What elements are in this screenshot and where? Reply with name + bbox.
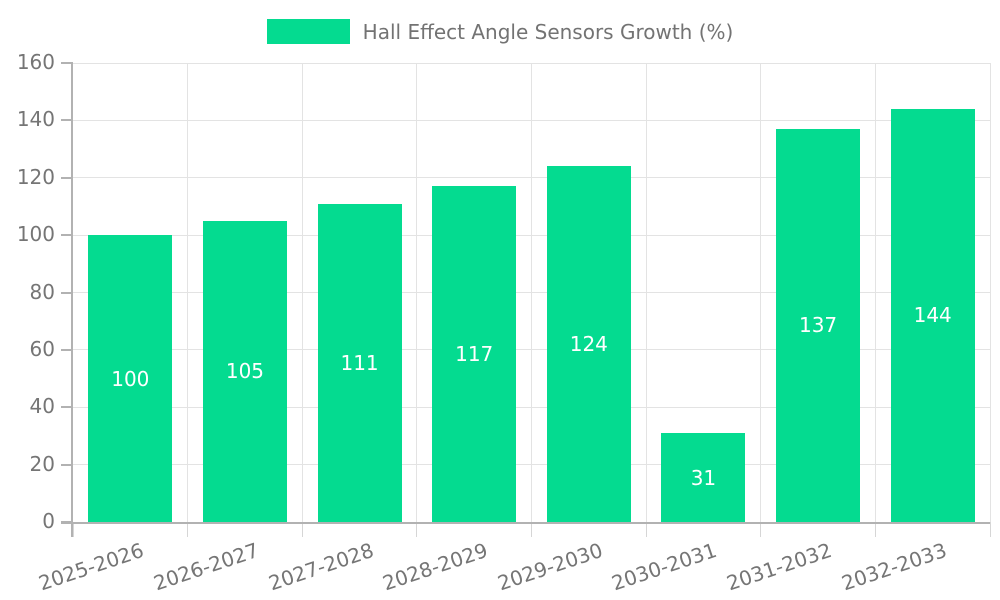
x-axis-tick-label: 2029-2030 bbox=[494, 538, 606, 596]
x-axis-tick-label: 2026-2027 bbox=[150, 538, 262, 596]
bar: 105 bbox=[202, 220, 287, 522]
y-axis-tick bbox=[61, 406, 73, 409]
x-axis-tick bbox=[72, 522, 74, 537]
v-gridline bbox=[187, 63, 189, 522]
y-axis-tick-label: 120 bbox=[16, 164, 55, 189]
v-gridline bbox=[760, 63, 762, 522]
bar: 100 bbox=[88, 235, 173, 522]
y-axis-tick-label: 160 bbox=[16, 50, 55, 74]
v-gridline bbox=[531, 63, 532, 522]
y-axis-line bbox=[71, 63, 73, 537]
y-axis-tick bbox=[61, 463, 73, 466]
bar-value-label: 105 bbox=[225, 359, 265, 384]
x-axis-tick bbox=[760, 522, 762, 537]
x-axis-tick-label: 2028-2029 bbox=[379, 538, 491, 596]
y-axis-tick-label: 60 bbox=[29, 336, 55, 361]
y-axis-tick-label: 80 bbox=[29, 279, 55, 304]
legend-label: Hall Effect Angle Sensors Growth (%) bbox=[362, 19, 734, 44]
legend[interactable]: Hall Effect Angle Sensors Growth (%) bbox=[0, 19, 1000, 44]
x-axis-tick bbox=[989, 522, 991, 537]
x-axis-tick bbox=[645, 522, 647, 537]
bar-value-label: 137 bbox=[798, 313, 838, 338]
bar-value-label: 117 bbox=[455, 342, 494, 367]
v-gridline bbox=[989, 63, 991, 522]
y-axis-tick bbox=[61, 119, 73, 122]
bar-value-label: 100 bbox=[111, 366, 150, 391]
y-axis-tick-label: 0 bbox=[42, 509, 55, 533]
x-axis-tick-label: 2025-2026 bbox=[35, 538, 147, 596]
y-axis-tick bbox=[61, 62, 73, 64]
x-axis-tick-label: 2032-2033 bbox=[838, 538, 950, 596]
y-axis-tick-label: 140 bbox=[16, 107, 55, 132]
x-axis-tick bbox=[187, 522, 189, 537]
legend-swatch bbox=[266, 19, 350, 44]
x-axis-tick-label: 2031-2032 bbox=[723, 538, 835, 596]
y-axis-tick-label: 100 bbox=[16, 222, 55, 247]
x-axis-tick bbox=[531, 522, 532, 537]
x-axis-tick bbox=[301, 522, 303, 537]
v-gridline bbox=[416, 63, 418, 522]
x-axis-line bbox=[61, 522, 990, 524]
bar: 144 bbox=[890, 108, 975, 522]
bar-value-label: 31 bbox=[690, 465, 717, 490]
y-axis-tick-label: 20 bbox=[29, 451, 55, 476]
y-axis-tick bbox=[61, 348, 73, 351]
v-gridline bbox=[874, 63, 876, 522]
y-axis-tick bbox=[61, 234, 73, 237]
x-axis-tick bbox=[416, 522, 418, 537]
x-axis-tick bbox=[874, 522, 876, 537]
bar-value-label: 111 bbox=[340, 350, 379, 375]
y-axis-tick-label: 40 bbox=[29, 394, 55, 419]
bar: 124 bbox=[546, 166, 631, 522]
bar: 111 bbox=[317, 203, 402, 522]
bar-value-label: 144 bbox=[913, 303, 952, 328]
bar-value-label: 124 bbox=[569, 332, 608, 357]
v-gridline bbox=[645, 63, 647, 522]
x-axis-tick-label: 2027-2028 bbox=[265, 538, 377, 596]
bar: 31 bbox=[661, 433, 746, 522]
bar: 117 bbox=[432, 186, 517, 522]
y-axis-tick bbox=[61, 176, 73, 179]
v-gridline bbox=[301, 63, 303, 522]
bar: 137 bbox=[776, 128, 861, 522]
y-axis-tick bbox=[61, 291, 73, 294]
x-axis-tick-label: 2030-2031 bbox=[609, 538, 721, 596]
